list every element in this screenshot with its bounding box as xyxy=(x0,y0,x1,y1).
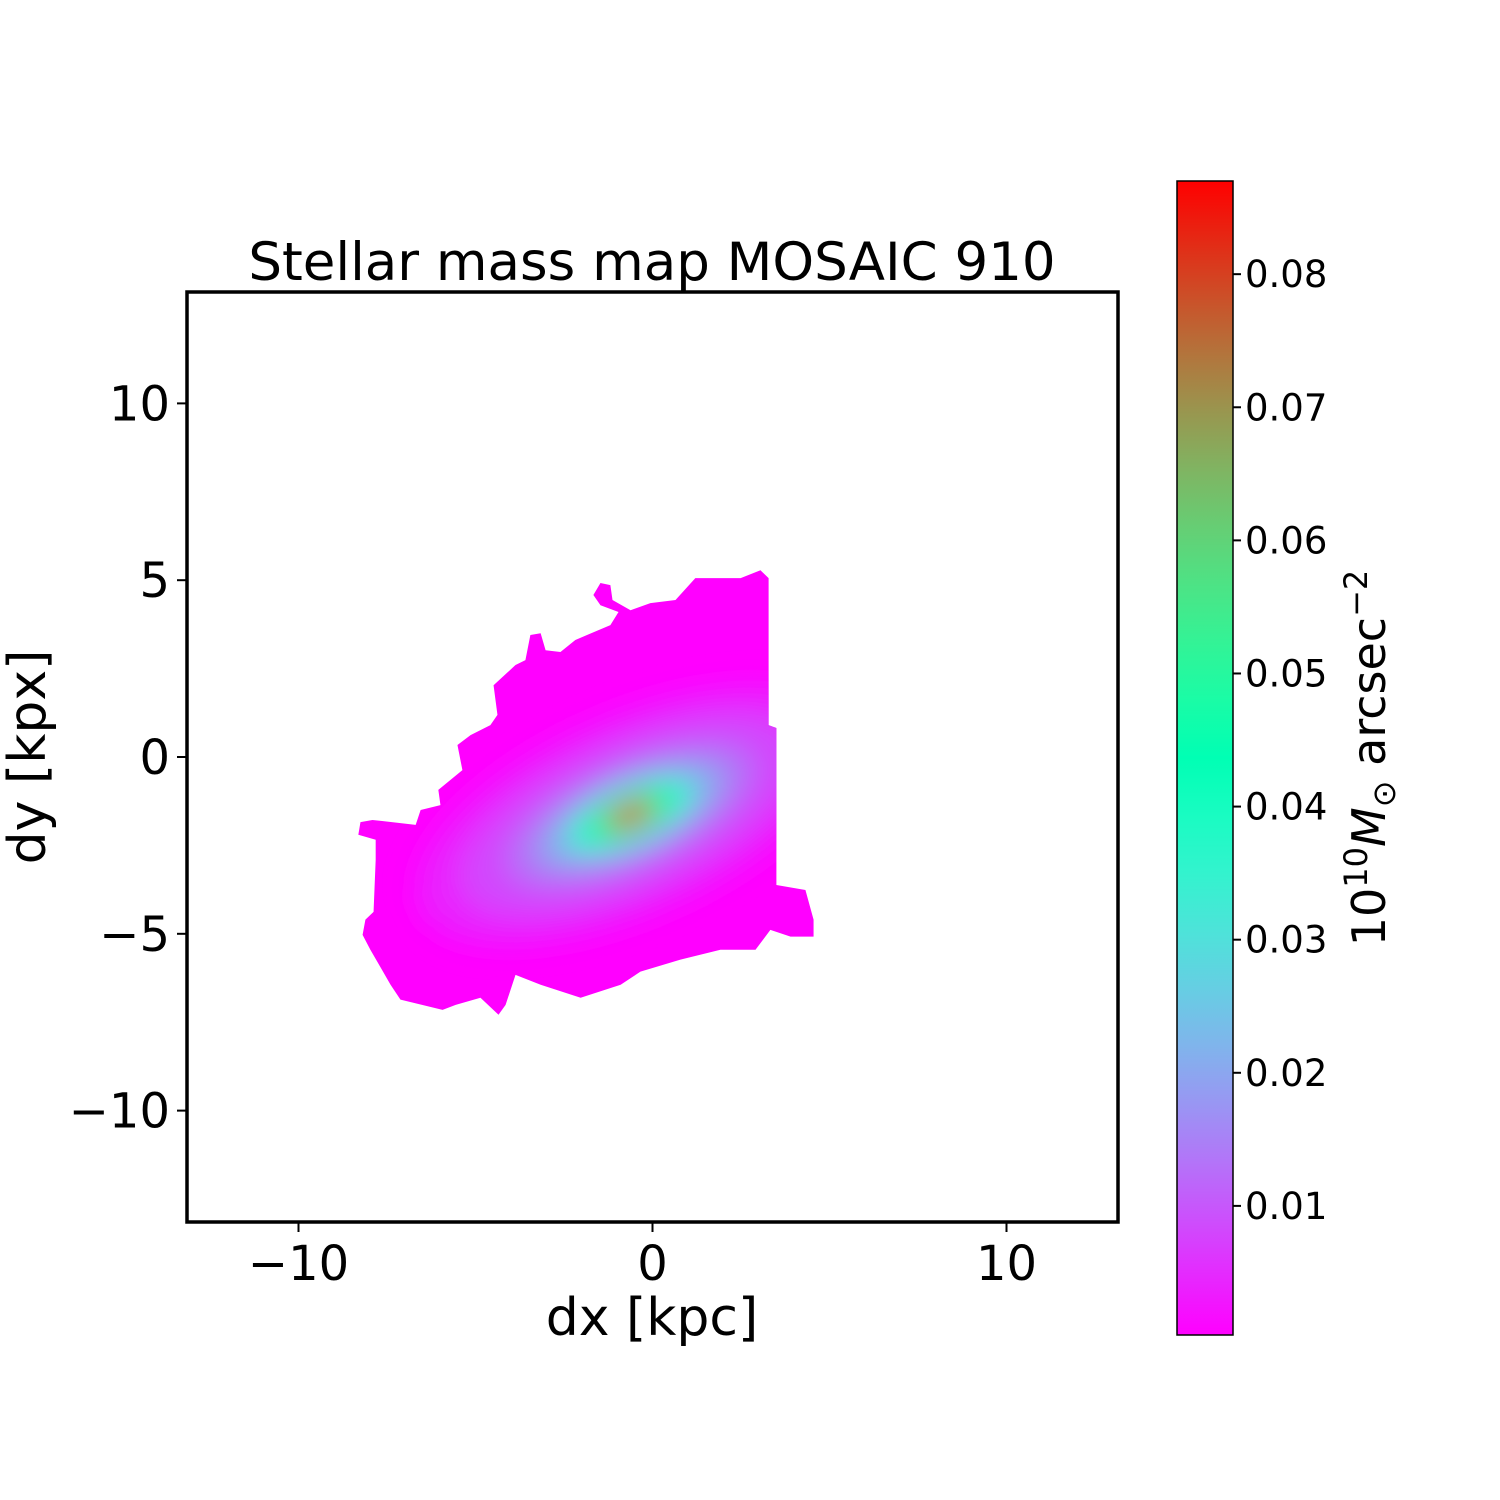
colorbar-tick-label: 0.08 xyxy=(1245,253,1327,296)
x-axis: −10 0 10 xyxy=(248,1222,1037,1292)
colorbar-tick-label: 0.02 xyxy=(1245,1052,1327,1095)
y-tick-label: 0 xyxy=(139,730,170,786)
colorbar-tick-label: 0.03 xyxy=(1245,919,1327,962)
y-tick-label: 5 xyxy=(139,553,170,609)
colorbar-label: 1010M⊙ arcsec−2 xyxy=(1337,570,1403,947)
x-axis-label: dx [kpc] xyxy=(546,1288,759,1348)
heatmap-image xyxy=(358,570,814,1015)
x-tick-label: 10 xyxy=(976,1236,1037,1292)
x-tick-label: 0 xyxy=(637,1236,668,1292)
x-tick-label: −10 xyxy=(248,1236,349,1292)
galaxy-emission xyxy=(416,684,814,946)
emission-level xyxy=(620,808,641,822)
colorbar-axis: 0.01 0.02 0.03 0.04 0.05 0.06 0.07 0.08 xyxy=(1233,253,1327,1228)
colorbar-tick-label: 0.07 xyxy=(1245,386,1327,429)
colorbar xyxy=(1176,180,1234,1336)
y-axis: 10 5 0 −5 −10 xyxy=(69,376,187,1140)
colorbar-tick-label: 0.06 xyxy=(1245,519,1327,562)
colorbar-tick-label: 0.05 xyxy=(1245,652,1327,695)
y-tick-label: −5 xyxy=(99,907,170,963)
y-tick-label: −10 xyxy=(69,1084,170,1140)
colorbar-tick-label: 0.01 xyxy=(1245,1185,1327,1228)
chart-title: Stellar mass map MOSAIC 910 xyxy=(248,232,1055,293)
colorbar-tick-label: 0.04 xyxy=(1245,786,1327,829)
y-tick-label: 10 xyxy=(109,376,170,432)
y-axis-label: dy [kpx] xyxy=(0,650,58,865)
